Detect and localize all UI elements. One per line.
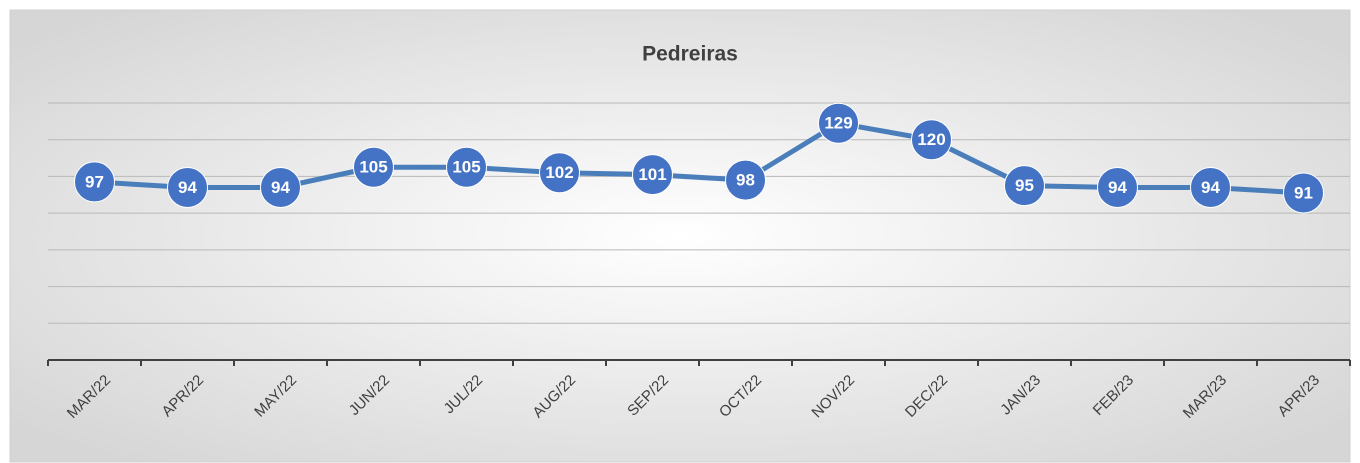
data-point bbox=[911, 119, 952, 161]
data-point bbox=[353, 146, 394, 188]
data-point bbox=[539, 152, 580, 194]
data-label: 94 bbox=[1108, 178, 1127, 197]
data-point bbox=[1283, 172, 1324, 214]
data-point bbox=[725, 159, 766, 201]
data-label: 95 bbox=[1015, 176, 1034, 195]
data-label: 91 bbox=[1294, 183, 1313, 202]
chart-title: Pedreiras bbox=[642, 43, 738, 66]
data-point bbox=[818, 102, 859, 144]
data-label: 101 bbox=[638, 165, 666, 184]
chart-background bbox=[9, 9, 1351, 463]
data-point bbox=[260, 166, 301, 208]
data-label: 94 bbox=[178, 178, 197, 197]
data-label: 98 bbox=[736, 171, 755, 190]
data-label: 102 bbox=[545, 163, 573, 182]
data-label: 105 bbox=[359, 158, 387, 177]
data-label: 94 bbox=[1201, 178, 1220, 197]
data-label: 120 bbox=[917, 130, 945, 149]
data-point bbox=[74, 161, 115, 203]
data-point bbox=[632, 154, 673, 196]
data-point bbox=[167, 166, 208, 208]
data-label: 129 bbox=[824, 114, 852, 133]
data-point bbox=[1004, 165, 1045, 207]
data-point bbox=[1190, 166, 1231, 208]
data-point bbox=[446, 146, 487, 188]
data-point bbox=[1097, 166, 1138, 208]
data-label: 97 bbox=[85, 172, 104, 191]
data-label: 105 bbox=[452, 158, 480, 177]
data-label: 94 bbox=[271, 178, 290, 197]
